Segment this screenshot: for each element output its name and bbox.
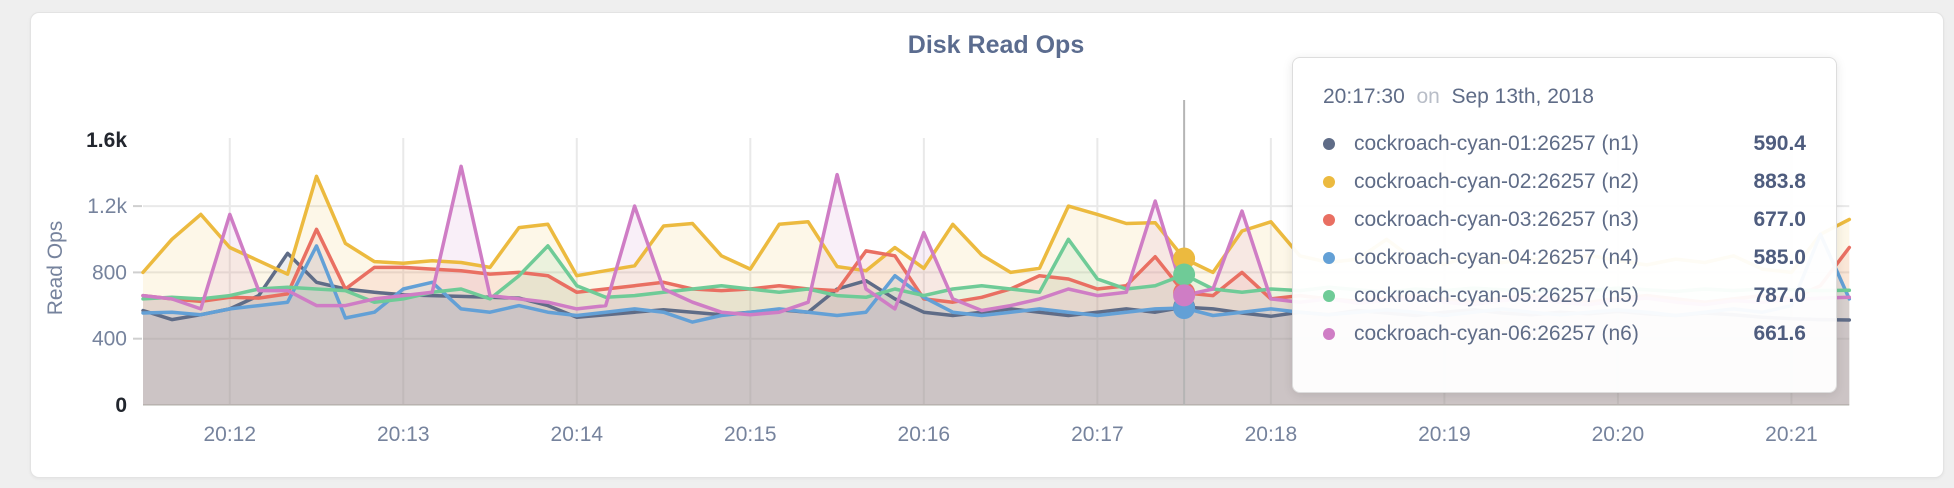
tooltip-row: cockroach-cyan-06:26257 (n6) 661.6 (1323, 315, 1806, 353)
y-axis-label: Read Ops (44, 221, 67, 316)
tooltip-date-text: Sep 13th, 2018 (1451, 85, 1594, 108)
legend-dot-icon (1323, 176, 1335, 188)
legend-dot-icon (1323, 290, 1335, 302)
tooltip-series-name: cockroach-cyan-05:26257 (n5) (1354, 284, 1639, 307)
x-axis-tick-label: 20:16 (898, 423, 951, 446)
tooltip-row: cockroach-cyan-03:26257 (n3) 677.0 (1323, 201, 1806, 239)
x-axis-tick-label: 20:19 (1418, 423, 1471, 446)
tooltip-row: cockroach-cyan-04:26257 (n4) 585.0 (1323, 239, 1806, 277)
tooltip-series-value: 585.0 (1753, 246, 1806, 269)
x-axis-tick-label: 20:17 (1071, 423, 1124, 446)
tooltip-row: cockroach-cyan-05:26257 (n5) 787.0 (1323, 277, 1806, 315)
tooltip-header: 20:17:30 on Sep 13th, 2018 (1323, 85, 1594, 108)
y-axis-tick-label: 1.2k (87, 195, 127, 218)
x-axis-tick-label: 20:18 (1245, 423, 1298, 446)
tooltip-series-name: cockroach-cyan-06:26257 (n6) (1354, 322, 1639, 345)
y-axis-tick-label: 1.6k (86, 129, 127, 152)
x-axis-tick-label: 20:12 (203, 423, 256, 446)
tooltip-series-value: 661.6 (1753, 322, 1806, 345)
x-axis-tick-label: 20:14 (551, 423, 604, 446)
x-axis-tick-label: 20:20 (1592, 423, 1645, 446)
hover-dot-n2 (1173, 247, 1196, 270)
x-axis-tick-label: 20:13 (377, 423, 430, 446)
x-axis-tick-label: 20:15 (724, 423, 777, 446)
tooltip-series-name: cockroach-cyan-03:26257 (n3) (1354, 208, 1639, 231)
y-axis-tick-label: 800 (92, 261, 127, 284)
hover-tooltip: 20:17:30 on Sep 13th, 2018 cockroach-cya… (1292, 57, 1837, 393)
hover-dot-n6 (1173, 284, 1196, 307)
y-axis-tick-label: 0 (115, 394, 127, 417)
tooltip-series-name: cockroach-cyan-02:26257 (n2) (1354, 170, 1639, 193)
y-axis-tick-label: 400 (92, 328, 127, 351)
tooltip-row: cockroach-cyan-02:26257 (n2) 883.8 (1323, 163, 1806, 201)
tooltip-time: 20:17:30 (1323, 85, 1405, 108)
tooltip-row: cockroach-cyan-01:26257 (n1) 590.4 (1323, 125, 1806, 163)
legend-dot-icon (1323, 328, 1335, 340)
tooltip-series-value: 883.8 (1753, 170, 1806, 193)
legend-dot-icon (1323, 214, 1335, 226)
tooltip-series-value: 590.4 (1753, 132, 1806, 155)
legend-dot-icon (1323, 138, 1335, 150)
hover-dot-n5 (1173, 263, 1196, 286)
x-axis-tick-label: 20:21 (1765, 423, 1818, 446)
tooltip-rows: cockroach-cyan-01:26257 (n1) 590.4 cockroa… (1323, 125, 1806, 353)
legend-dot-icon (1323, 252, 1335, 264)
tooltip-series-name: cockroach-cyan-01:26257 (n1) (1354, 132, 1639, 155)
tooltip-series-value: 787.0 (1753, 284, 1806, 307)
chart-title: Disk Read Ops (907, 31, 1085, 59)
tooltip-series-name: cockroach-cyan-04:26257 (n4) (1354, 246, 1639, 269)
tooltip-series-value: 677.0 (1753, 208, 1806, 231)
